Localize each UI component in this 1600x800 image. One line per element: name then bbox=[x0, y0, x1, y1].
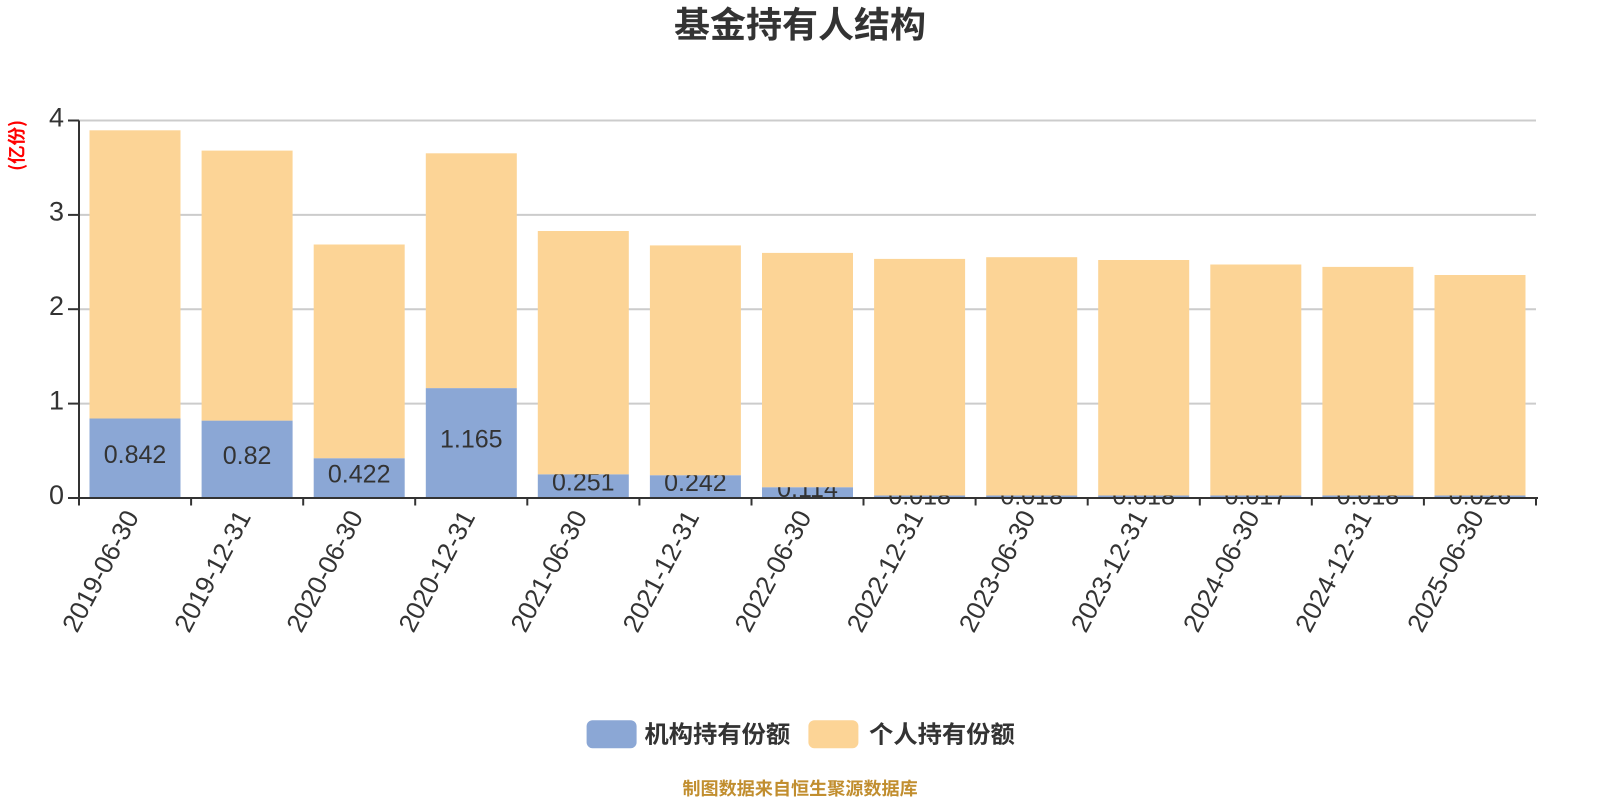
svg-text:2023-12-31: 2023-12-31 bbox=[1065, 505, 1154, 637]
svg-text:2020-12-31: 2020-12-31 bbox=[392, 505, 481, 637]
svg-text:0.422: 0.422 bbox=[328, 461, 391, 489]
svg-text:1: 1 bbox=[49, 385, 64, 415]
svg-text:0: 0 bbox=[49, 480, 64, 510]
svg-text:2025-06-30: 2025-06-30 bbox=[1401, 505, 1490, 637]
svg-text:2022-12-31: 2022-12-31 bbox=[840, 505, 929, 637]
svg-text:2022-06-30: 2022-06-30 bbox=[728, 505, 817, 637]
svg-text:2021-12-31: 2021-12-31 bbox=[616, 505, 705, 637]
svg-text:4: 4 bbox=[49, 102, 64, 132]
svg-text:2021-06-30: 2021-06-30 bbox=[504, 505, 593, 637]
svg-text:2023-06-30: 2023-06-30 bbox=[953, 505, 1042, 637]
svg-text:2020-06-30: 2020-06-30 bbox=[280, 505, 369, 637]
svg-text:0.82: 0.82 bbox=[223, 442, 272, 470]
svg-text:2024-06-30: 2024-06-30 bbox=[1177, 505, 1266, 637]
svg-text:2: 2 bbox=[49, 291, 64, 321]
svg-text:2019-12-31: 2019-12-31 bbox=[168, 505, 257, 637]
svg-text:0.842: 0.842 bbox=[104, 441, 167, 469]
svg-text:3: 3 bbox=[49, 197, 64, 227]
svg-text:2019-06-30: 2019-06-30 bbox=[56, 505, 145, 637]
svg-text:2024-12-31: 2024-12-31 bbox=[1289, 505, 1378, 637]
svg-text:1.165: 1.165 bbox=[440, 426, 503, 454]
